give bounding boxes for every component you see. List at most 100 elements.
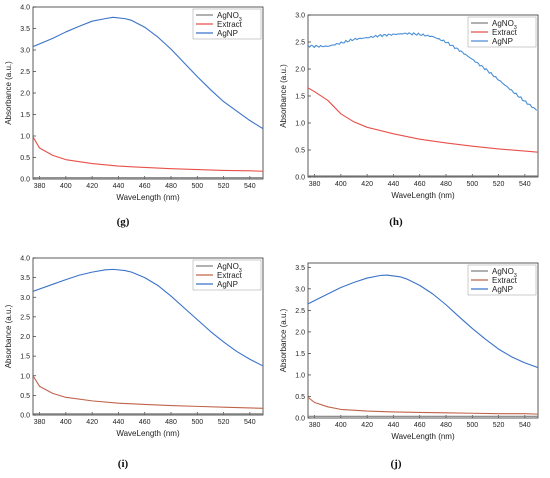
series-line-extract bbox=[308, 396, 538, 415]
y-tick-label: 2.0 bbox=[20, 91, 30, 98]
x-tick-label: 500 bbox=[191, 183, 203, 190]
x-tick-label: 480 bbox=[165, 419, 177, 426]
x-axis-title: WaveLength (nm) bbox=[391, 432, 455, 441]
panel-caption-h: (h) bbox=[389, 216, 403, 228]
chart-panel-g: 380 400 420 440 460 480 500 520 540 0.0 0.5 1.0 1.5 2… bbox=[4, 5, 264, 202]
y-tick-label: 2.0 bbox=[20, 334, 30, 341]
series-line-extract bbox=[308, 87, 538, 153]
legend-label: AgNP bbox=[217, 280, 238, 289]
y-tick-label: 0.5 bbox=[20, 393, 30, 400]
series-line-agnp bbox=[308, 274, 538, 369]
x-tick-label: 480 bbox=[440, 181, 452, 188]
y-tick-label: 0.0 bbox=[20, 177, 30, 184]
y-tick-label: 3.5 bbox=[20, 275, 30, 282]
x-tick-label: 400 bbox=[335, 181, 347, 188]
x-tick-label: 420 bbox=[86, 419, 98, 426]
y-tick-label: 1.0 bbox=[295, 121, 305, 128]
x-axis-title: WaveLength (nm) bbox=[116, 193, 180, 202]
x-axis-title: WaveLength (nm) bbox=[116, 429, 180, 438]
legend-label: AgNO3 bbox=[217, 11, 242, 23]
y-tick-label: 1.0 bbox=[295, 372, 305, 379]
y-tick-label: 0.5 bbox=[20, 155, 30, 162]
x-tick-label: 480 bbox=[165, 183, 177, 190]
x-tick-label: 480 bbox=[440, 422, 452, 429]
chart-panel-h: 380 400 420 440 460 480 500 520 540 0.0 0.5 1.0 1.5 2… bbox=[279, 13, 539, 200]
y-tick-label: 1.5 bbox=[20, 354, 30, 361]
legend-label: Extract bbox=[492, 28, 518, 37]
legend-label: AgNP bbox=[492, 37, 513, 46]
x-tick-label: 500 bbox=[466, 422, 478, 429]
legend-label: Extract bbox=[217, 271, 243, 280]
legend-label: AgNO3 bbox=[492, 19, 517, 31]
legend-label: AgNO3 bbox=[217, 262, 242, 274]
x-tick-label: 400 bbox=[60, 419, 72, 426]
series-line-agnp bbox=[33, 16, 263, 130]
x-tick-label: 380 bbox=[309, 422, 321, 429]
y-tick-label: 3.5 bbox=[20, 26, 30, 33]
x-tick-label: 400 bbox=[335, 422, 347, 429]
panel-caption-j: (j) bbox=[390, 458, 402, 470]
y-tick-label: 2.5 bbox=[20, 69, 30, 76]
y-tick-label: 4.0 bbox=[20, 256, 30, 263]
x-tick-label: 540 bbox=[244, 183, 256, 190]
y-tick-label: 4.0 bbox=[20, 5, 30, 12]
x-tick-label: 520 bbox=[493, 181, 505, 188]
y-tick-label: 2.5 bbox=[20, 314, 30, 321]
x-tick-label: 440 bbox=[113, 183, 125, 190]
panel-caption-g: (g) bbox=[116, 216, 130, 228]
y-tick-label: 3.0 bbox=[20, 295, 30, 302]
x-tick-label: 520 bbox=[218, 183, 230, 190]
y-tick-label: 2.5 bbox=[295, 308, 305, 315]
y-tick-label: 1.5 bbox=[295, 351, 305, 358]
y-tick-label: 2.0 bbox=[295, 67, 305, 74]
chart-panel-i: 380 400 420 440 460 480 500 520 540 0.0 0.5 1.0 1.5 2… bbox=[4, 256, 264, 438]
legend-label: AgNP bbox=[217, 29, 238, 38]
x-tick-label: 440 bbox=[113, 419, 125, 426]
x-tick-label: 380 bbox=[34, 183, 46, 190]
x-tick-label: 420 bbox=[361, 422, 373, 429]
series-line-extract bbox=[33, 375, 263, 409]
x-tick-label: 520 bbox=[218, 419, 230, 426]
legend-label: Extract bbox=[492, 276, 518, 285]
y-tick-label: 3.0 bbox=[295, 286, 305, 293]
series-line-agnp bbox=[308, 32, 538, 111]
y-tick-label: 1.5 bbox=[20, 112, 30, 119]
y-axis-title: Absorbance (a.u.) bbox=[4, 304, 13, 368]
y-tick-label: 2.0 bbox=[295, 329, 305, 336]
y-tick-label: 0.5 bbox=[295, 148, 305, 155]
y-tick-label: 3.5 bbox=[295, 265, 305, 272]
series-line-extract bbox=[33, 136, 263, 172]
x-tick-label: 540 bbox=[244, 419, 256, 426]
y-tick-label: 3.0 bbox=[295, 13, 305, 20]
x-tick-label: 460 bbox=[139, 183, 151, 190]
x-tick-label: 540 bbox=[519, 422, 531, 429]
x-tick-label: 520 bbox=[493, 422, 505, 429]
x-tick-label: 380 bbox=[34, 419, 46, 426]
plot-frame bbox=[307, 262, 539, 419]
x-axis-title: WaveLength (nm) bbox=[391, 191, 455, 200]
y-tick-label: 0.0 bbox=[295, 175, 305, 182]
y-tick-label: 1.0 bbox=[20, 373, 30, 380]
y-tick-label: 1.5 bbox=[295, 94, 305, 101]
x-tick-label: 500 bbox=[191, 419, 203, 426]
y-tick-label: 2.5 bbox=[295, 40, 305, 47]
x-tick-label: 420 bbox=[86, 183, 98, 190]
y-axis-title: Absorbance (a.u.) bbox=[4, 61, 13, 125]
x-tick-label: 500 bbox=[466, 181, 478, 188]
y-tick-label: 0.5 bbox=[295, 394, 305, 401]
x-tick-label: 540 bbox=[519, 181, 531, 188]
panel-caption-i: (i) bbox=[117, 458, 129, 470]
legend-label: AgNP bbox=[492, 285, 513, 294]
legend-label: AgNO3 bbox=[492, 267, 517, 279]
chart-panel-j: 380 400 420 440 460 480 500 520 540 0.0 0.5 1.0 1.5 2… bbox=[279, 262, 539, 441]
x-tick-label: 460 bbox=[414, 181, 426, 188]
x-tick-label: 440 bbox=[388, 181, 400, 188]
x-tick-label: 460 bbox=[414, 422, 426, 429]
x-tick-label: 380 bbox=[309, 181, 321, 188]
y-axis-title: Absorbance (a.u.) bbox=[279, 308, 288, 372]
y-axis-title: Absorbance (a.u.) bbox=[279, 64, 288, 128]
x-tick-label: 400 bbox=[60, 183, 72, 190]
series-line-agnp bbox=[33, 268, 263, 367]
x-tick-label: 420 bbox=[361, 181, 373, 188]
